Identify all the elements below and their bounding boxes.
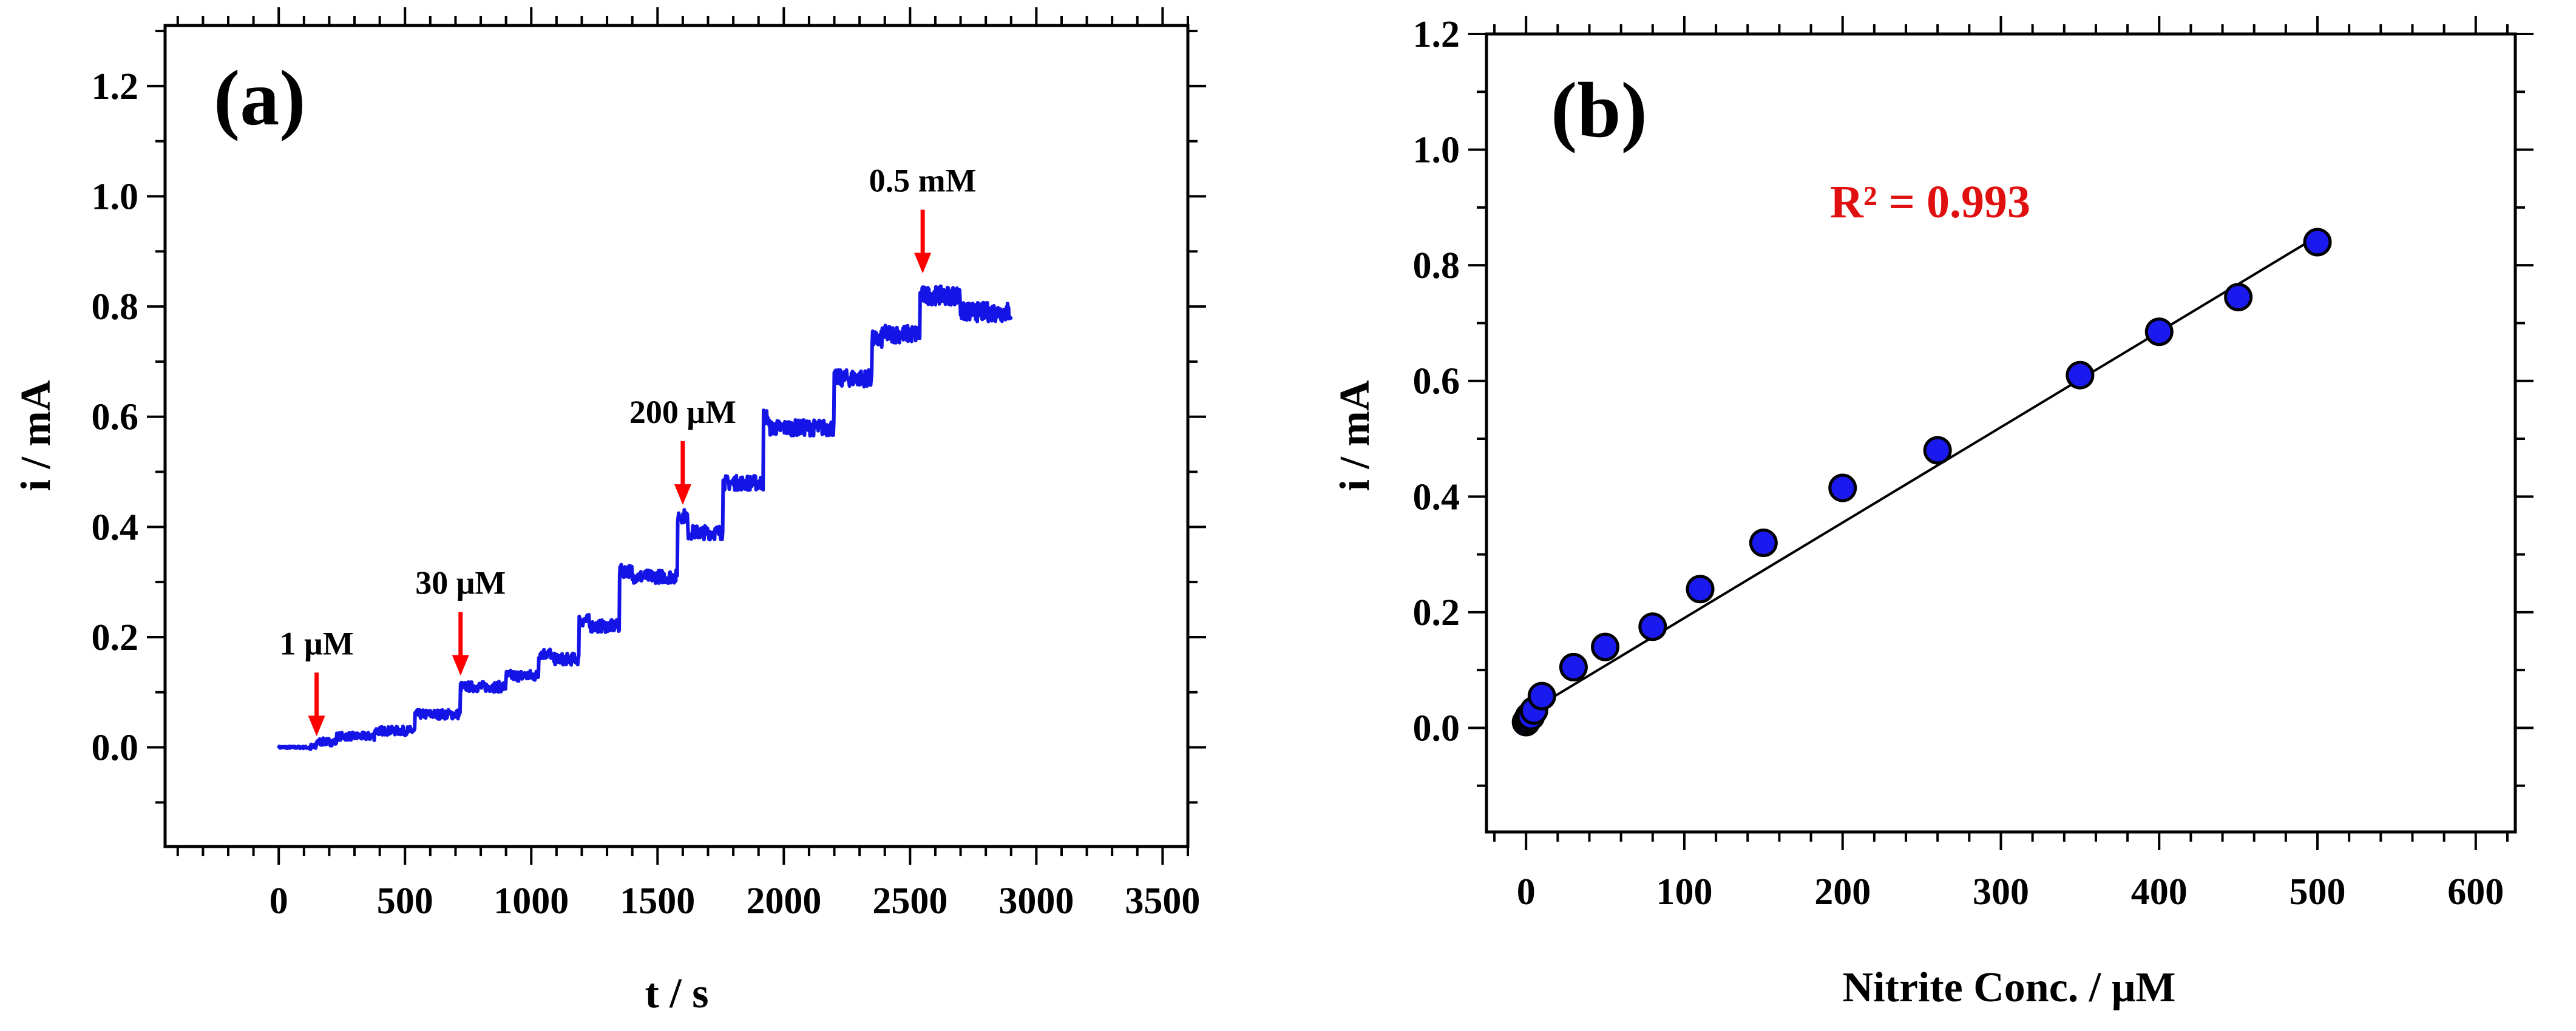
panel-b-y-axis-title: i / mA	[1332, 380, 1378, 491]
panel-b-data-point	[1749, 529, 1778, 558]
panel-b-x-tick-label: 300	[1973, 871, 2029, 913]
panel-a-x-tick-label: 3000	[998, 881, 1074, 922]
panel-a-chart: 0 500 1000 1500 2000 2500 3000 3500 0.0 0.2 0.4 0.6…	[13, 7, 1206, 1017]
panel-b-y-tick-label: 0.4	[1413, 476, 1460, 518]
panel-b-data-point	[2303, 228, 2332, 257]
panel-a-x-tick-label: 0	[269, 881, 288, 922]
panel-b-x-tick-label: 100	[1656, 871, 1712, 913]
panel-a-annotation-label: 30 μM	[415, 565, 506, 601]
panel-b-data-point	[1686, 575, 1715, 604]
panel-b-x-tick-label: 600	[2447, 871, 2504, 913]
panel-a-y-tick-label: 0.8	[92, 286, 139, 328]
panel-a-axes: 0 500 1000 1500 2000 2500 3000 3500 0.0 0.2 0.4 0.6…	[92, 7, 1206, 922]
panel-b-y-tick-label: 0.2	[1413, 592, 1460, 634]
panel-a-x-tick-label: 2500	[872, 881, 947, 922]
panel-b-y-tick-label: 0.0	[1413, 708, 1460, 749]
panel-a-y-tick-label: 0.0	[92, 728, 139, 769]
panel-b-data-point	[2066, 360, 2095, 390]
panel-a-y-axis-title: i / mA	[13, 380, 59, 491]
panel-b-x-tick-label: 200	[1814, 871, 1871, 913]
panel-b-axes: 0 100 200 300 400 500 600 0.0 0.2 0.4 0.6 0.8 1.0 1.2	[1413, 14, 2534, 913]
panel-a-label: (a)	[214, 55, 306, 142]
panel-b-data-point	[1527, 681, 1556, 711]
panel-b-chart: 0 100 200 300 400 500 600 0.0 0.2 0.4 0.6 0.8 1.0 1.2…	[1332, 14, 2534, 1011]
panel-b-x-tick-label: 500	[2290, 871, 2346, 913]
panel-b-data-point	[2144, 317, 2174, 346]
panel-a-y-tick-label: 0.6	[92, 397, 139, 438]
panel-b-label: (b)	[1551, 67, 1647, 154]
panel-b-x-tick-label: 400	[2131, 871, 2188, 913]
panel-b-data-point	[1638, 612, 1667, 641]
panel-a-annotation-arrowhead	[452, 655, 469, 676]
panel-a-x-axis-title: t / s	[645, 970, 709, 1017]
panel-a-x-tick-label: 500	[377, 881, 433, 922]
panel-a-x-tick-label: 3500	[1125, 881, 1200, 922]
panel-a-x-tick-label: 1000	[493, 881, 569, 922]
panel-b-data-point	[1591, 632, 1620, 661]
panel-a-annotation-label: 1 μM	[280, 625, 354, 661]
panel-b-data-points	[1511, 228, 2332, 737]
panel-a-y-tick-label: 1.0	[92, 176, 139, 217]
panel-a-x-tick-label: 1500	[620, 881, 695, 922]
panel-b-r-squared: R² = 0.993	[1830, 177, 2030, 228]
panel-b-x-tick-label: 0	[1517, 871, 1536, 913]
panel-b-x-axis-title: Nitrite Conc. / μM	[1843, 964, 2176, 1011]
panel-a-current-trace	[277, 284, 1013, 751]
panel-a-annotations: 1 μM 30 μM 200 μM 0.5 mM	[280, 163, 977, 737]
panel-a-plot-frame	[163, 24, 1190, 848]
panel-b-y-tick-label: 1.2	[1413, 14, 1460, 55]
panel-b-linear-fit-line	[1525, 235, 2319, 715]
panel-a-y-tick-label: 0.2	[92, 617, 139, 658]
panel-b-data-point	[2224, 283, 2253, 312]
panel-b-y-tick-label: 0.8	[1413, 245, 1460, 286]
panel-a-annotation-arrowhead	[914, 252, 932, 274]
panel-b-data-point	[1559, 652, 1588, 681]
panel-b-y-tick-label: 1.0	[1413, 130, 1460, 171]
panel-a-y-tick-label: 1.2	[92, 66, 139, 107]
panel-a-annotation-label: 0.5 mM	[869, 163, 977, 199]
panel-a-y-tick-label: 0.4	[92, 507, 139, 548]
panel-a-x-tick-label: 2000	[746, 881, 821, 922]
panel-b-data-point	[1923, 436, 1952, 465]
panel-a-annotation-arrowhead	[674, 484, 691, 505]
panel-b-data-point	[1828, 473, 1857, 502]
panel-b-y-tick-label: 0.6	[1413, 361, 1460, 402]
panel-a-annotation-arrowhead	[308, 715, 325, 737]
panel-a-annotation-label: 200 μM	[629, 394, 736, 430]
